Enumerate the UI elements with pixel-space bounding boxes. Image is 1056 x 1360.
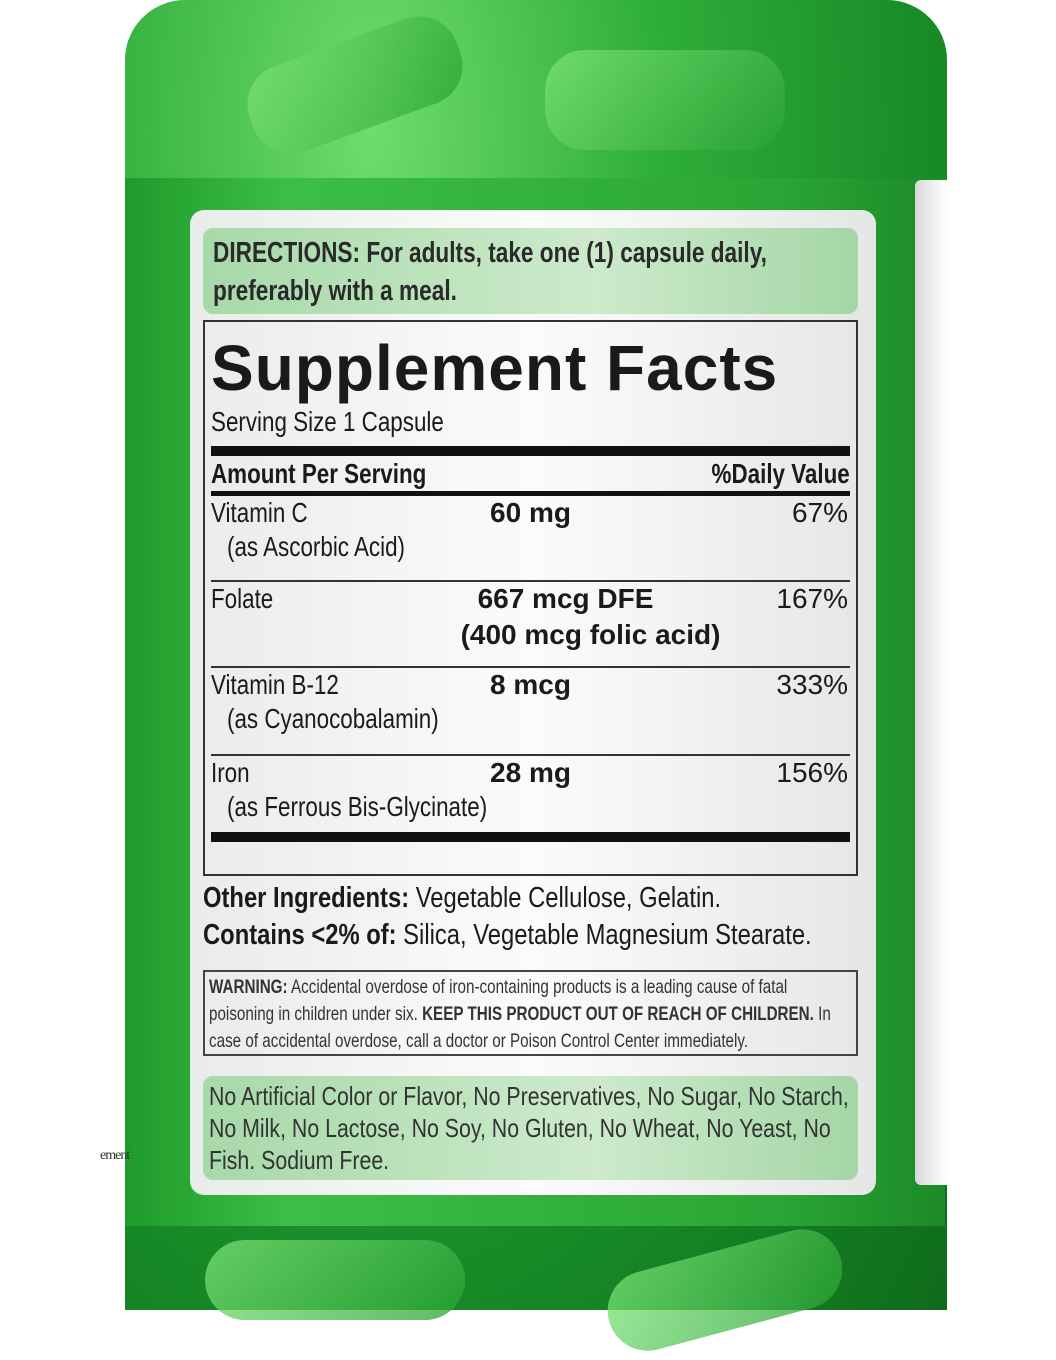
nutrient-row: Iron (as Ferrous Bis-Glycinate) 28 mg 15… bbox=[211, 756, 850, 832]
supplement-facts: Supplement Facts Serving Size 1 Capsule … bbox=[203, 320, 858, 876]
side-text: ement bbox=[100, 1148, 130, 1163]
divider bbox=[211, 446, 850, 456]
nutrient-dv: 333% bbox=[776, 669, 848, 700]
nutrient-source: (as Ferrous Bis-Glycinate) bbox=[227, 791, 488, 822]
warning-label: WARNING: bbox=[209, 976, 288, 998]
header-dv: %Daily Value bbox=[711, 458, 850, 489]
free-from-text: No Artificial Color or Flavor, No Preser… bbox=[209, 1081, 849, 1175]
warning-text: In case of accidental overdose, call a d… bbox=[209, 1003, 831, 1052]
directions: DIRECTIONS: For adults, take one (1) cap… bbox=[203, 228, 858, 314]
serving-size: Serving Size 1 Capsule bbox=[211, 406, 444, 437]
warning-text: Accidental overdose of iron-containing p… bbox=[209, 976, 788, 1025]
header-amount: Amount Per Serving bbox=[211, 458, 427, 489]
directions-line: DIRECTIONS: For adults, take one (1) cap… bbox=[213, 237, 767, 269]
nutrient-source: (as Ascorbic Acid) bbox=[227, 531, 406, 562]
nutrient-amount: 60 mg bbox=[490, 497, 571, 528]
nutrient-amount: 667 mcg DFE bbox=[477, 583, 654, 614]
other-ingredients: Other Ingredients: Vegetable Cellulose, … bbox=[203, 880, 863, 954]
nutrient-dv: 67% bbox=[791, 497, 848, 528]
nutrient-name: Vitamin C bbox=[211, 497, 308, 528]
nutrient-dv: 167% bbox=[776, 583, 848, 614]
directions-line: preferably with a meal. bbox=[213, 275, 457, 307]
capsule bbox=[205, 1240, 465, 1320]
nutrient-amount: 28 mg bbox=[490, 757, 571, 788]
free-from-box: No Artificial Color or Flavor, No Preser… bbox=[203, 1076, 858, 1180]
nutrient-name: Vitamin B-12 bbox=[211, 669, 339, 700]
divider bbox=[211, 832, 850, 842]
nutrient-name: Folate bbox=[211, 583, 274, 614]
label-panel bbox=[190, 210, 876, 1195]
facts-title: Supplement Facts bbox=[211, 332, 779, 404]
contains-label: Contains <2% of: bbox=[203, 919, 397, 951]
capsule bbox=[236, 5, 474, 165]
nutrient-row: Vitamin C (as Ascorbic Acid) 60 mg 67% bbox=[211, 496, 850, 582]
nutrient-row: Vitamin B-12 (as Cyanocobalamin) 8 mcg 3… bbox=[211, 668, 850, 756]
capsule bbox=[545, 50, 785, 150]
capsule bbox=[598, 1220, 852, 1360]
nutrient-source: (400 mcg folic acid) bbox=[460, 619, 721, 650]
warning-box: WARNING: Accidental overdose of iron-con… bbox=[203, 970, 858, 1056]
warning-bold: KEEP THIS PRODUCT OUT OF REACH OF CHILDR… bbox=[422, 1003, 814, 1025]
nutrient-dv: 156% bbox=[776, 757, 848, 788]
nutrient-source: (as Cyanocobalamin) bbox=[227, 703, 439, 734]
other-label: Other Ingredients: bbox=[203, 882, 410, 914]
nutrient-name: Iron bbox=[211, 757, 250, 788]
nutrient-amount: 8 mcg bbox=[490, 669, 571, 700]
other-text: Vegetable Cellulose, Gelatin. bbox=[415, 882, 722, 914]
contains-text: Silica, Vegetable Magnesium Stearate. bbox=[403, 919, 812, 951]
facts-header: Amount Per Serving %Daily Value bbox=[211, 459, 850, 496]
side-label-strip bbox=[915, 180, 947, 1185]
nutrient-row: Folate (400 mcg folic acid) 667 mcg DFE … bbox=[211, 582, 850, 668]
